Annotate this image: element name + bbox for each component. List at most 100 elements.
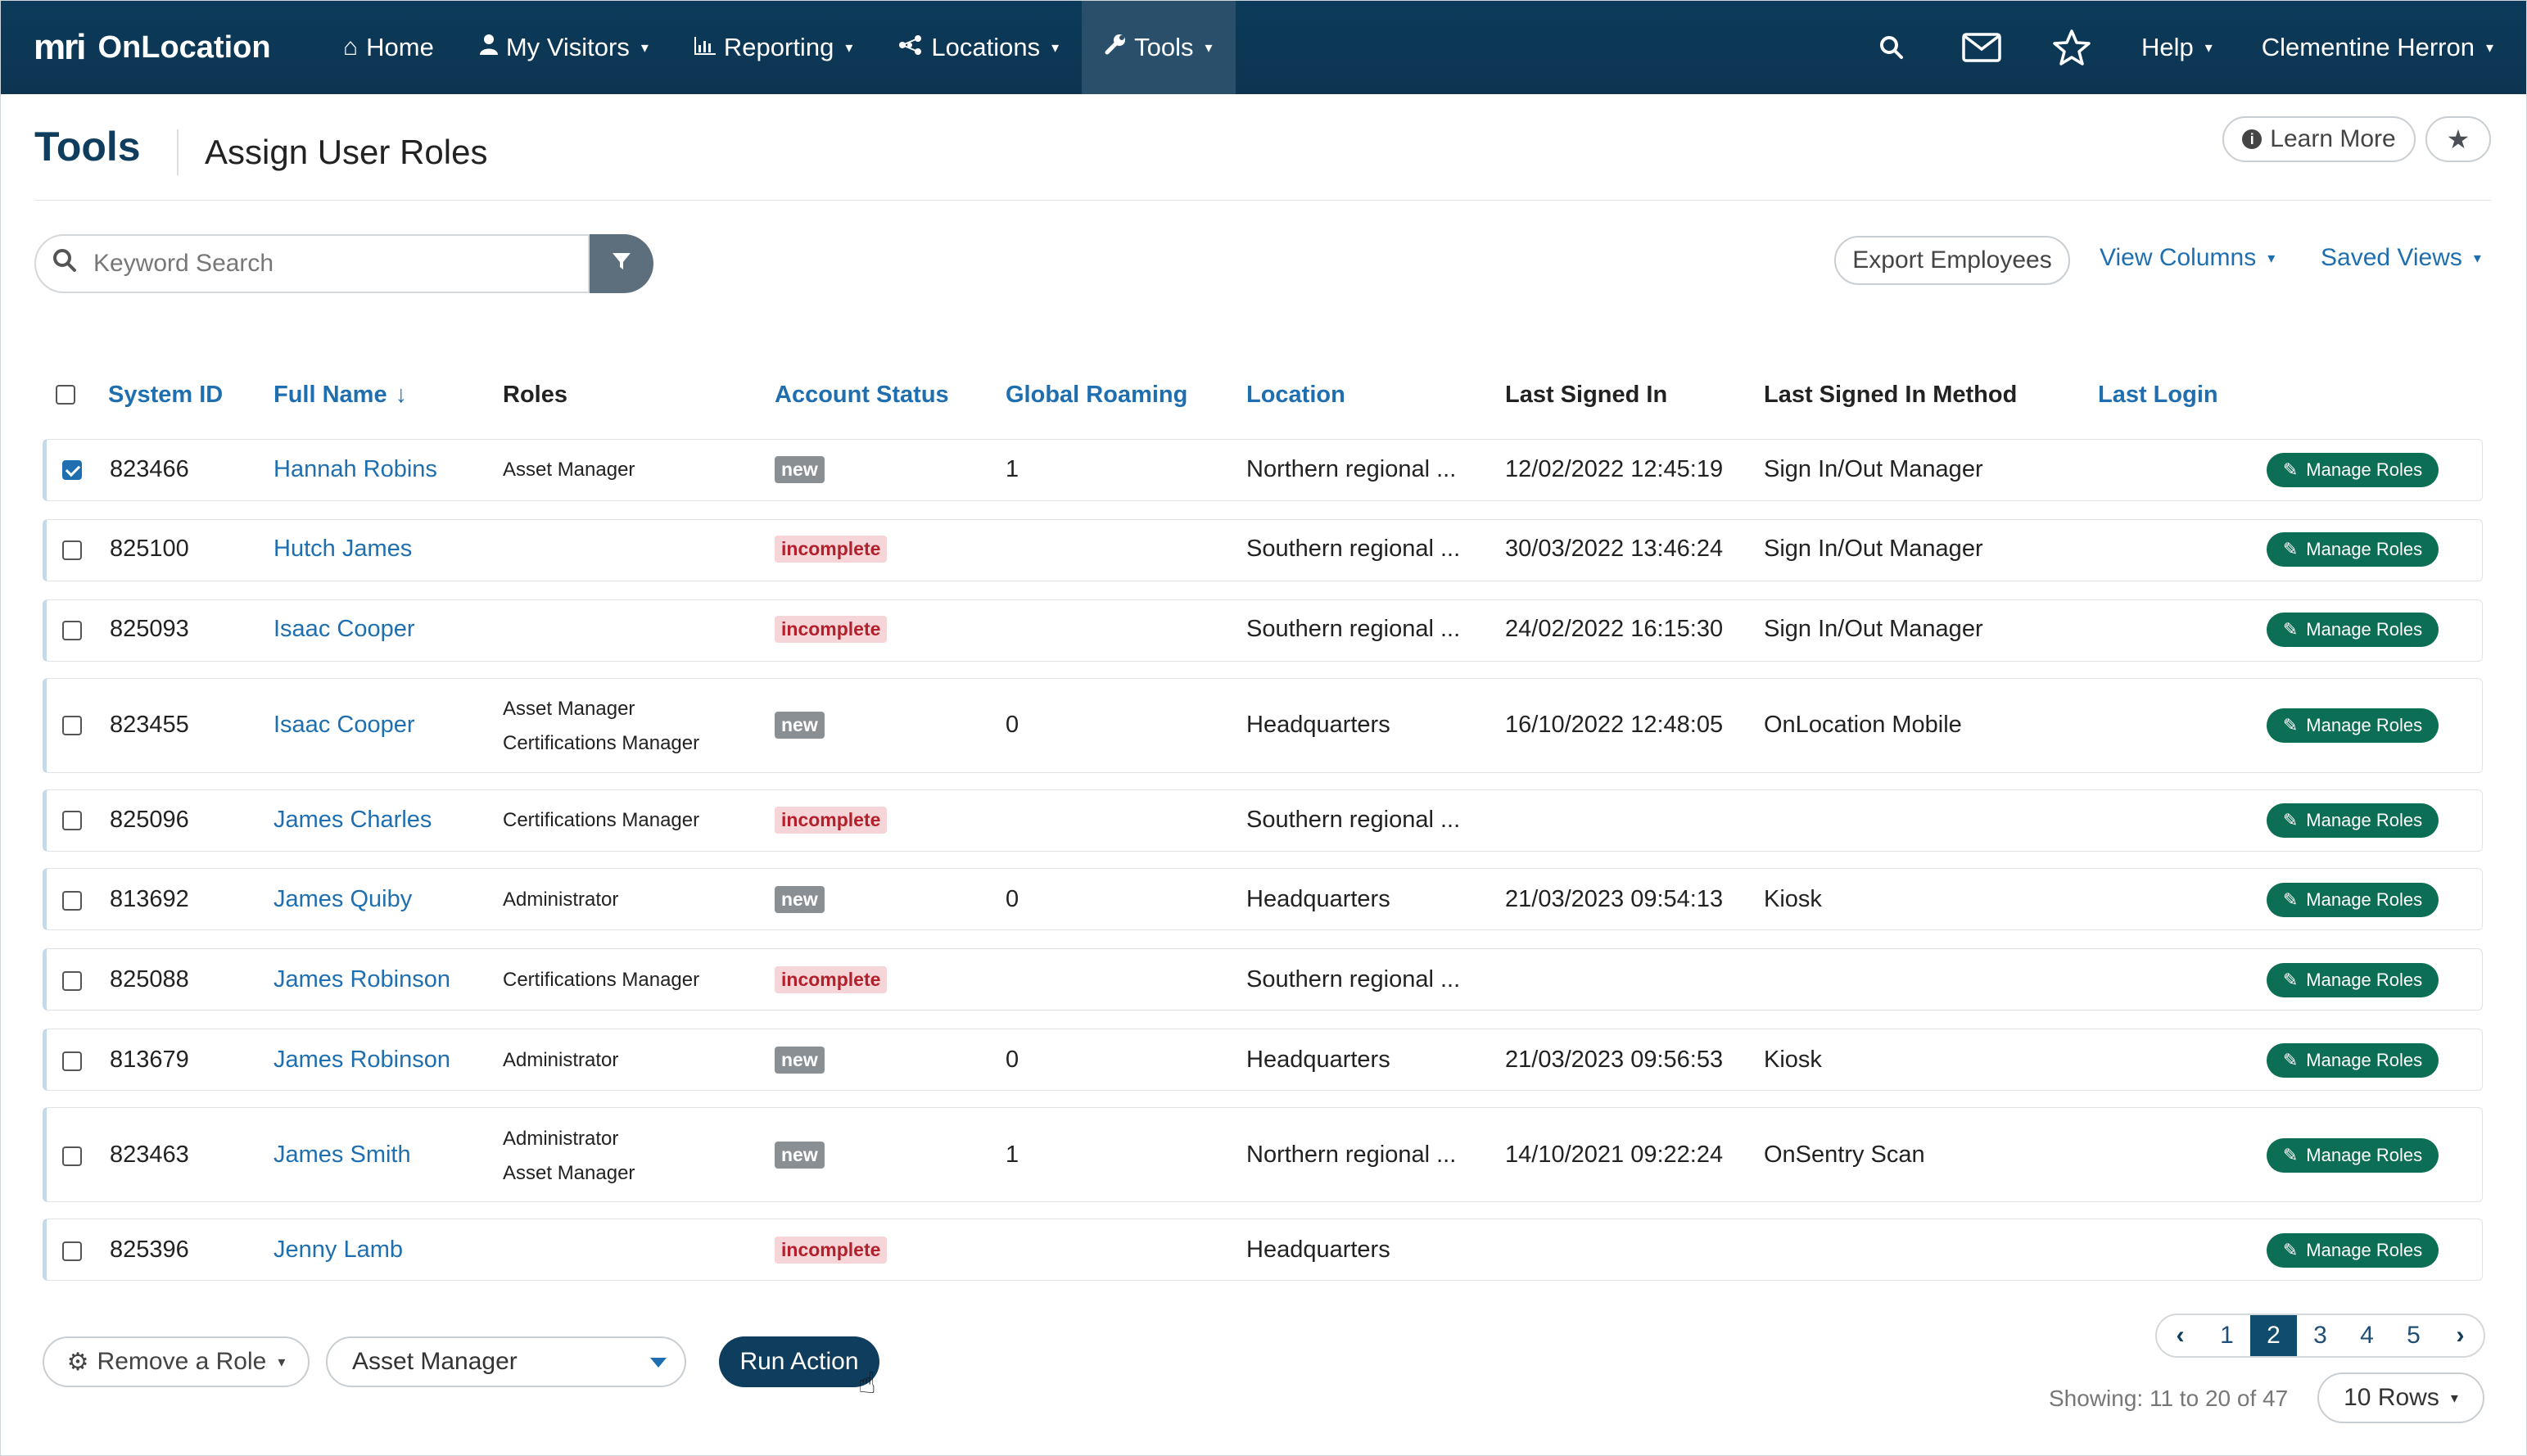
rows-per-page-label: 10 Rows	[2344, 1384, 2439, 1411]
nav-locations[interactable]: Locations ▾	[875, 1, 1082, 94]
previous-page-button[interactable]: ‹	[2176, 1322, 2185, 1349]
nav-home[interactable]: ⌂ Home	[320, 1, 457, 94]
next-page-button[interactable]: ›	[2456, 1322, 2465, 1349]
row-checkbox[interactable]	[62, 1146, 82, 1170]
global-roaming-value: 1	[1006, 456, 1019, 482]
manage-roles-label: Manage Roles	[2306, 970, 2423, 990]
nav-my-visitors[interactable]: My Visitors ▾	[457, 1, 671, 94]
checkbox[interactable]	[62, 891, 82, 911]
global-roaming-value: 1	[1006, 1142, 1019, 1168]
manage-roles-button[interactable]: ✎ Manage Roles	[2267, 1138, 2439, 1173]
saved-views-dropdown[interactable]: Saved Views ▾	[2321, 244, 2481, 272]
role: Administrator	[503, 1128, 619, 1150]
page-button-1[interactable]: 1	[2220, 1322, 2234, 1349]
full-name-link[interactable]: James Robinson	[273, 1047, 450, 1073]
page-subtitle: Assign User Roles	[205, 133, 488, 171]
manage-roles-button[interactable]: ✎ Manage Roles	[2267, 963, 2439, 997]
table-row	[43, 519, 2483, 581]
manage-roles-button[interactable]: ✎ Manage Roles	[2267, 708, 2439, 743]
checkbox[interactable]	[62, 1051, 82, 1071]
row-checkbox[interactable]	[62, 716, 82, 739]
status-badge: incomplete	[775, 807, 888, 834]
view-columns-dropdown[interactable]: View Columns ▾	[2100, 244, 2275, 272]
bar-chart-icon	[694, 34, 716, 61]
remove-role-dropdown[interactable]: ⚙ Remove a Role ▾	[43, 1336, 310, 1387]
row-checkbox[interactable]	[62, 891, 82, 915]
export-employees-button[interactable]: Export Employees	[1834, 236, 2070, 285]
brand-logo[interactable]: mri OnLocation	[34, 27, 320, 68]
role-select[interactable]: Asset Manager	[326, 1336, 686, 1387]
favorite-button[interactable]: ★	[2425, 116, 2491, 162]
row-checkbox[interactable]	[62, 811, 82, 834]
page-button-2[interactable]: 2	[2250, 1315, 2297, 1356]
column-header-account-status[interactable]: Account Status	[775, 382, 949, 408]
full-name-link[interactable]: Jenny Lamb	[273, 1237, 403, 1263]
manage-roles-button[interactable]: ✎ Manage Roles	[2267, 453, 2439, 487]
role: Certifications Manager	[503, 809, 700, 831]
user-menu[interactable]: Clementine Herron ▾	[2245, 33, 2526, 62]
full-name-link[interactable]: James Robinson	[273, 966, 450, 993]
row-checkbox[interactable]	[62, 460, 82, 484]
mail-icon[interactable]	[1937, 1, 2027, 94]
nav-locations-label: Locations	[931, 33, 1041, 61]
checkbox[interactable]	[62, 1146, 82, 1166]
full-name-link[interactable]: James Charles	[273, 807, 432, 833]
checkbox[interactable]	[62, 540, 82, 560]
last-signed-in-method-value: Sign In/Out Manager	[1764, 456, 1983, 482]
brand-name: OnLocation	[97, 29, 271, 65]
dropdown-arrow-icon	[650, 1358, 667, 1368]
checkbox[interactable]	[56, 385, 75, 405]
last-signed-in-method-value: OnLocation Mobile	[1764, 712, 1962, 738]
checkbox[interactable]	[62, 971, 82, 991]
page-button-3[interactable]: 3	[2313, 1322, 2327, 1349]
full-name-link[interactable]: Hannah Robins	[273, 456, 437, 482]
row-checkbox[interactable]	[62, 1241, 82, 1265]
filter-button[interactable]	[590, 234, 653, 293]
full-name-link[interactable]: Isaac Cooper	[273, 616, 415, 642]
manage-roles-button[interactable]: ✎ Manage Roles	[2267, 803, 2439, 838]
checkbox[interactable]	[62, 716, 82, 735]
manage-roles-button[interactable]: ✎ Manage Roles	[2267, 1233, 2439, 1268]
column-header-full-name[interactable]: Full Name ↓	[273, 382, 407, 409]
table-row	[43, 439, 2483, 501]
row-checkbox[interactable]	[62, 621, 82, 644]
status-badge: incomplete	[775, 1237, 888, 1264]
full-name-link[interactable]: James Smith	[273, 1142, 411, 1168]
edit-icon: ✎	[2282, 1050, 2299, 1070]
manage-roles-label: Manage Roles	[2306, 810, 2423, 830]
nav-tools[interactable]: Tools ▾	[1082, 1, 1236, 94]
role: Administrator	[503, 1049, 619, 1071]
run-action-button[interactable]: Run Action	[719, 1336, 879, 1387]
full-name-link[interactable]: Hutch James	[273, 536, 413, 562]
checkbox[interactable]	[62, 621, 82, 640]
page-button-4[interactable]: 4	[2360, 1322, 2374, 1349]
manage-roles-button[interactable]: ✎ Manage Roles	[2267, 613, 2439, 647]
status-badge: new	[775, 1142, 825, 1169]
full-name-link[interactable]: James Quiby	[273, 886, 413, 912]
search-icon[interactable]	[1847, 1, 1937, 94]
select-all-checkbox[interactable]	[56, 385, 75, 409]
column-header-location[interactable]: Location	[1246, 382, 1345, 408]
full-name-link[interactable]: Isaac Cooper	[273, 712, 415, 738]
search-input[interactable]	[92, 249, 554, 278]
checkbox[interactable]	[62, 1241, 82, 1261]
nav-reporting[interactable]: Reporting ▾	[671, 1, 875, 94]
manage-roles-button[interactable]: ✎ Manage Roles	[2267, 1043, 2439, 1078]
page-button-5[interactable]: 5	[2407, 1322, 2421, 1349]
column-header-global-roaming[interactable]: Global Roaming	[1006, 382, 1188, 408]
system-id: 825096	[110, 807, 189, 833]
help-menu[interactable]: Help ▾	[2117, 33, 2245, 62]
manage-roles-button[interactable]: ✎ Manage Roles	[2267, 532, 2439, 567]
star-icon[interactable]	[2027, 1, 2117, 94]
rows-per-page-dropdown[interactable]: 10 Rows ▾	[2317, 1372, 2484, 1423]
checkbox[interactable]	[62, 811, 82, 830]
role: Certifications Manager	[503, 969, 700, 991]
row-checkbox[interactable]	[62, 540, 82, 564]
column-header-last-login[interactable]: Last Login	[2098, 382, 2218, 408]
learn-more-button[interactable]: i Learn More	[2222, 116, 2416, 162]
column-header-system-id[interactable]: System ID	[108, 382, 224, 408]
row-checkbox[interactable]	[62, 1051, 82, 1075]
row-checkbox[interactable]	[62, 971, 82, 995]
manage-roles-button[interactable]: ✎ Manage Roles	[2267, 883, 2439, 917]
checkbox-checked[interactable]	[62, 460, 82, 480]
